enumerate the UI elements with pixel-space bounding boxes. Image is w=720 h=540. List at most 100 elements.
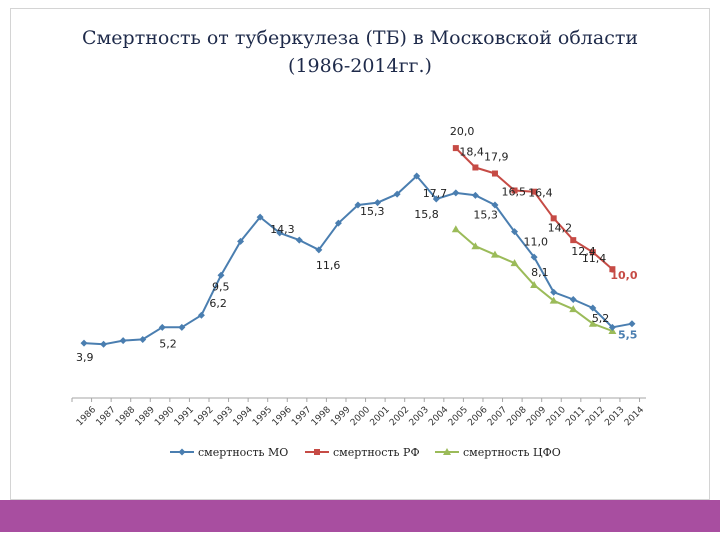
data-point-mo [550,288,558,296]
data-label-mo: 5,5 [618,329,638,342]
data-label-mo: 15,3 [473,208,498,221]
data-label-mo: 11,6 [316,259,341,272]
x-tick-label: 1998 [310,405,333,428]
x-tick-label: 1989 [134,405,157,428]
data-label-mo: 3,9 [76,351,94,364]
x-tick-label: 1993 [212,405,235,428]
x-tick-label: 2004 [427,405,450,428]
data-point-mo [217,271,225,279]
data-point-mo [530,253,538,261]
chart-frame [10,8,710,500]
data-point-mo [511,228,519,236]
data-point-rf [550,215,557,222]
data-point-rf [511,187,518,194]
data-point-mo [569,295,577,303]
data-point-mo [315,246,323,254]
data-label-rf: 17,9 [484,151,509,164]
data-point-cfo [588,319,597,327]
data-point-rf [452,145,459,152]
x-tick-label: 1997 [290,405,313,428]
data-point-mo [413,172,421,180]
x-tick-label: 1999 [329,405,352,428]
data-label-rf: 20,0 [450,125,475,138]
data-point-mo [354,201,362,209]
legend-marker-mo [178,448,186,456]
legend-label-cfo: смертность ЦФО [463,446,561,459]
data-point-cfo [451,225,460,233]
x-tick-label: 2007 [486,405,509,428]
data-point-mo [608,323,616,331]
data-label-mo: 8,1 [531,266,549,279]
x-tick-label: 2003 [408,405,431,428]
x-tick-label: 2010 [545,405,568,428]
x-tick-label: 2002 [388,405,411,428]
legend-label-rf: смертность РФ [333,446,420,459]
x-tick-label: 2012 [584,405,607,428]
data-point-mo [471,191,479,199]
data-point-mo [119,337,127,345]
data-label-mo: 5,2 [592,312,610,325]
data-point-mo [197,311,205,319]
footer-line [0,533,720,540]
legend-marker-rf [314,449,320,455]
x-tick-label: 2011 [564,405,587,428]
data-point-mo [334,219,342,227]
series-line-mo [83,175,633,346]
data-point-rf [472,164,479,171]
data-point-rf [609,266,616,273]
chart-title-line2: (1986-2014гг.) [288,55,432,77]
data-point-mo [80,339,88,347]
data-label-mo: 6,2 [209,297,227,310]
data-point-mo [276,229,284,237]
data-label-mo: 5,2 [159,337,177,350]
x-tick-label: 1991 [173,405,196,428]
data-point-mo [158,323,166,331]
data-label-rf: 18,4 [459,145,484,158]
data-label-rf: 16,4 [528,187,553,200]
x-tick-label: 1992 [192,405,215,428]
data-point-mo [452,189,460,197]
data-point-mo [432,195,440,203]
x-tick-label: 1994 [232,405,255,428]
x-tick-label: 1990 [153,405,176,428]
data-label-rf: 16,5 [502,185,527,198]
data-point-cfo [471,242,480,250]
x-tick-label: 2005 [447,405,470,428]
data-point-rf [589,249,596,256]
x-tick-label: 2008 [505,405,528,428]
data-point-cfo [530,280,539,288]
chart-title: Смертность от туберкулеза (ТБ) в Московс… [20,24,700,80]
x-tick-label: 2014 [623,405,646,428]
data-label-mo: 17,7 [423,187,448,200]
x-tick-label: 1996 [271,405,294,428]
data-point-mo [178,323,186,331]
data-point-rf [491,170,498,177]
x-tick-label: 2000 [349,405,372,428]
data-point-mo [237,237,245,245]
data-point-mo [628,320,636,328]
legend-marker-cfo [443,448,451,455]
data-point-mo [491,201,499,209]
data-point-cfo [569,305,578,313]
data-point-mo [139,335,147,343]
data-point-rf [531,188,538,195]
data-label-rf: 11,4 [582,252,607,265]
data-label-rf: 14,2 [548,221,573,234]
data-label-mo: 9,5 [212,280,230,293]
x-tick-label: 2009 [525,405,548,428]
line-chart: 1986198719881989199019911992199319941995… [71,125,646,459]
data-label-mo: 15,8 [414,208,439,221]
data-label-rf: 10,0 [610,269,637,282]
data-label-mo: 11,0 [524,236,549,249]
x-tick-label: 1987 [95,405,118,428]
data-label-rf: 12,4 [571,245,596,258]
data-label-mo: 15,3 [360,205,385,218]
x-tick-label: 2013 [603,405,626,428]
data-point-mo [100,340,108,348]
footer-bar [0,500,720,532]
x-tick-label: 1988 [114,405,137,428]
x-tick-label: 2001 [369,405,392,428]
data-point-mo [374,199,382,207]
data-point-mo [295,236,303,244]
chart-title-line1: Смертность от туберкулеза (ТБ) в Московс… [81,27,639,49]
